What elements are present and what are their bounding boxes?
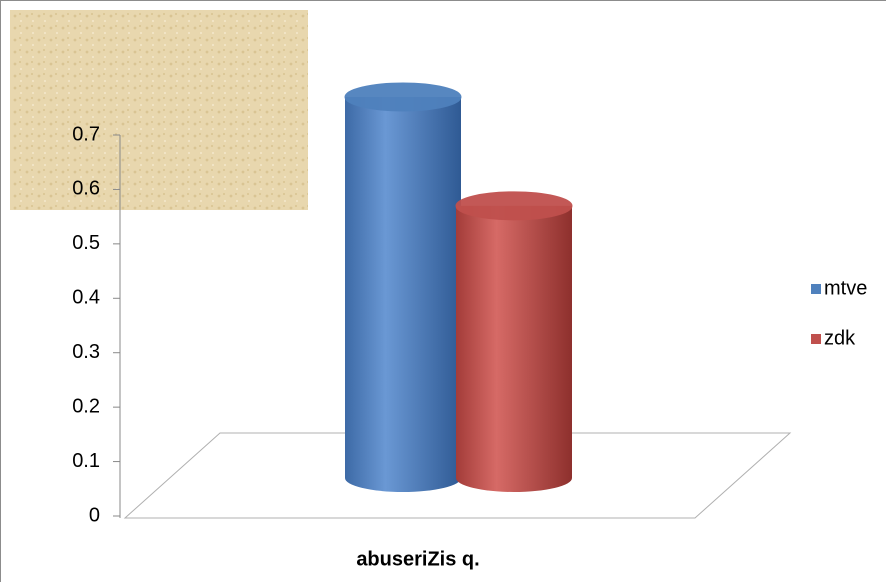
y-tick-label: 0.4: [72, 287, 100, 309]
cylinder-body: [456, 205, 572, 492]
legend-swatch: [811, 334, 821, 344]
cylinder-body: [345, 97, 461, 492]
y-tick-label: 0.1: [72, 450, 100, 472]
x-category-label: abuseriZis q.: [356, 548, 479, 570]
cylinder-top: [455, 191, 573, 221]
y-tick-label: 0.5: [72, 232, 100, 254]
texture-image: [10, 10, 308, 210]
y-tick-label: 0.3: [72, 341, 100, 363]
legend-label: zdk: [824, 327, 856, 349]
legend-label: mtve: [824, 277, 867, 299]
cylinder-top: [344, 82, 462, 112]
y-tick-label: 0.2: [72, 395, 100, 417]
y-tick-label: 0.6: [72, 178, 100, 200]
legend-swatch: [811, 284, 821, 294]
y-tick-label: 0: [89, 504, 100, 526]
y-tick-label: 0.7: [72, 123, 100, 145]
